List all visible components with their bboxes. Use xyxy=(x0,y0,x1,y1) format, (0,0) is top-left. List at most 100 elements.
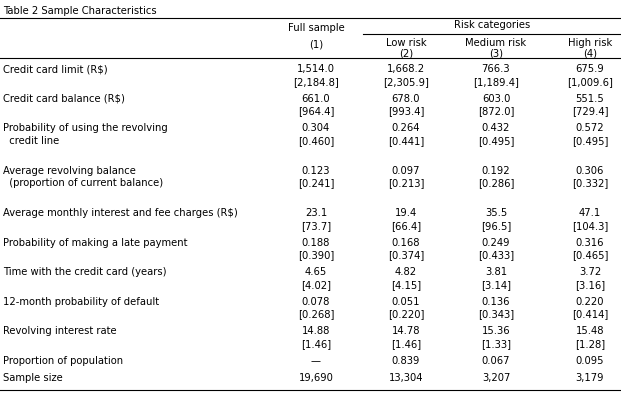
Text: 0.078: 0.078 xyxy=(302,297,330,307)
Text: Probability of making a late payment: Probability of making a late payment xyxy=(3,238,188,247)
Text: Low risk: Low risk xyxy=(386,38,426,48)
Text: [3.16]: [3.16] xyxy=(575,280,605,290)
Text: credit line: credit line xyxy=(3,136,59,146)
Text: [1.28]: [1.28] xyxy=(575,339,605,349)
Text: [0.390]: [0.390] xyxy=(298,250,334,260)
Text: 0.168: 0.168 xyxy=(392,238,420,247)
Text: 0.572: 0.572 xyxy=(576,123,604,133)
Text: 0.136: 0.136 xyxy=(482,297,510,307)
Text: 766.3: 766.3 xyxy=(482,64,510,74)
Text: (2): (2) xyxy=(399,48,413,58)
Text: 0.192: 0.192 xyxy=(482,165,510,176)
Text: Probability of using the revolving: Probability of using the revolving xyxy=(3,123,168,133)
Text: 0.051: 0.051 xyxy=(392,297,420,307)
Text: 1,514.0: 1,514.0 xyxy=(297,64,335,74)
Text: 35.5: 35.5 xyxy=(485,208,507,218)
Text: [0.241]: [0.241] xyxy=(298,178,334,188)
Text: Revolving interest rate: Revolving interest rate xyxy=(3,327,117,336)
Text: 14.78: 14.78 xyxy=(392,327,420,336)
Text: Time with the credit card (years): Time with the credit card (years) xyxy=(3,267,166,277)
Text: 0.264: 0.264 xyxy=(392,123,420,133)
Text: 0.095: 0.095 xyxy=(576,356,604,366)
Text: Full sample: Full sample xyxy=(288,23,345,33)
Text: 0.097: 0.097 xyxy=(392,165,420,176)
Text: 19,690: 19,690 xyxy=(299,373,333,383)
Text: 12-month probability of default: 12-month probability of default xyxy=(3,297,159,307)
Text: Sample size: Sample size xyxy=(3,373,63,383)
Text: [96.5]: [96.5] xyxy=(481,221,511,230)
Text: [104.3]: [104.3] xyxy=(572,221,608,230)
Text: 3,207: 3,207 xyxy=(482,373,510,383)
Text: [73.7]: [73.7] xyxy=(301,221,331,230)
Text: [0.343]: [0.343] xyxy=(478,310,514,320)
Text: [3.14]: [3.14] xyxy=(481,280,511,290)
Text: [4.02]: [4.02] xyxy=(301,280,331,290)
Text: [0.441]: [0.441] xyxy=(388,136,424,146)
Text: [2,305.9]: [2,305.9] xyxy=(383,77,429,87)
Text: (1): (1) xyxy=(309,39,323,49)
Text: [0.465]: [0.465] xyxy=(572,250,608,260)
Text: 4.82: 4.82 xyxy=(395,267,417,277)
Text: [0.495]: [0.495] xyxy=(478,136,514,146)
Text: 15.48: 15.48 xyxy=(576,327,604,336)
Text: [964.4]: [964.4] xyxy=(298,106,334,116)
Text: 0.220: 0.220 xyxy=(576,297,604,307)
Text: 3.72: 3.72 xyxy=(579,267,601,277)
Text: (3): (3) xyxy=(489,48,503,58)
Text: [0.268]: [0.268] xyxy=(298,310,334,320)
Text: [0.495]: [0.495] xyxy=(572,136,608,146)
Text: 4.65: 4.65 xyxy=(305,267,327,277)
Text: [993.4]: [993.4] xyxy=(388,106,424,116)
Text: [1,009.6]: [1,009.6] xyxy=(567,77,613,87)
Text: 0.123: 0.123 xyxy=(302,165,330,176)
Text: [66.4]: [66.4] xyxy=(391,221,421,230)
Text: [729.4]: [729.4] xyxy=(572,106,608,116)
Text: 603.0: 603.0 xyxy=(482,94,510,104)
Text: [4.15]: [4.15] xyxy=(391,280,421,290)
Text: 47.1: 47.1 xyxy=(579,208,601,218)
Text: (proportion of current balance): (proportion of current balance) xyxy=(3,178,163,188)
Text: 14.88: 14.88 xyxy=(302,327,330,336)
Text: Risk categories: Risk categories xyxy=(454,20,530,30)
Text: 1,668.2: 1,668.2 xyxy=(387,64,425,74)
Text: 551.5: 551.5 xyxy=(576,94,604,104)
Text: 0.432: 0.432 xyxy=(482,123,510,133)
Text: [0.433]: [0.433] xyxy=(478,250,514,260)
Text: 13,304: 13,304 xyxy=(389,373,424,383)
Text: [0.213]: [0.213] xyxy=(388,178,424,188)
Text: 3.81: 3.81 xyxy=(485,267,507,277)
Text: 0.316: 0.316 xyxy=(576,238,604,247)
Text: 0.249: 0.249 xyxy=(482,238,510,247)
Text: [1.46]: [1.46] xyxy=(301,339,331,349)
Text: 0.304: 0.304 xyxy=(302,123,330,133)
Text: Average revolving balance: Average revolving balance xyxy=(3,165,136,176)
Text: 23.1: 23.1 xyxy=(305,208,327,218)
Text: 0.839: 0.839 xyxy=(392,356,420,366)
Text: 3,179: 3,179 xyxy=(576,373,604,383)
Text: [0.460]: [0.460] xyxy=(298,136,334,146)
Text: [0.374]: [0.374] xyxy=(388,250,424,260)
Text: 661.0: 661.0 xyxy=(302,94,330,104)
Text: [0.220]: [0.220] xyxy=(388,310,424,320)
Text: 15.36: 15.36 xyxy=(482,327,510,336)
Text: Credit card balance (R$): Credit card balance (R$) xyxy=(3,94,125,104)
Text: Credit card limit (R$): Credit card limit (R$) xyxy=(3,64,107,74)
Text: [0.414]: [0.414] xyxy=(572,310,608,320)
Text: 678.0: 678.0 xyxy=(392,94,420,104)
Text: 0.188: 0.188 xyxy=(302,238,330,247)
Text: High risk: High risk xyxy=(568,38,612,48)
Text: 675.9: 675.9 xyxy=(576,64,604,74)
Text: [1.46]: [1.46] xyxy=(391,339,421,349)
Text: [1.33]: [1.33] xyxy=(481,339,511,349)
Text: 0.306: 0.306 xyxy=(576,165,604,176)
Text: [0.286]: [0.286] xyxy=(478,178,514,188)
Text: 19.4: 19.4 xyxy=(395,208,417,218)
Text: [1,189.4]: [1,189.4] xyxy=(473,77,519,87)
Text: Table 2 Sample Characteristics: Table 2 Sample Characteristics xyxy=(3,6,156,16)
Text: Proportion of population: Proportion of population xyxy=(3,356,123,366)
Text: (4): (4) xyxy=(583,48,597,58)
Text: [2,184.8]: [2,184.8] xyxy=(293,77,339,87)
Text: 0.067: 0.067 xyxy=(482,356,510,366)
Text: —: — xyxy=(311,356,321,366)
Text: Average monthly interest and fee charges (R$): Average monthly interest and fee charges… xyxy=(3,208,238,218)
